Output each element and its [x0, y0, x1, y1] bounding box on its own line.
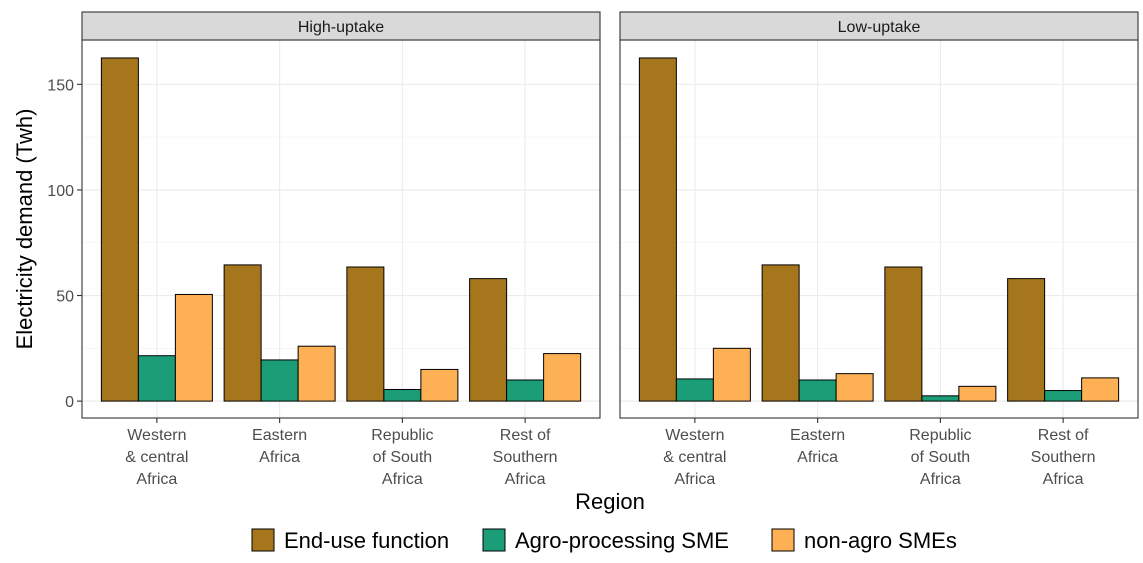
bar: [346, 266, 385, 402]
y-axis-title: Electricity demand (Twh): [12, 109, 37, 350]
x-tick-label: Western & central Africa: [125, 427, 188, 488]
legend-key: [482, 528, 506, 552]
legend-label: Agro-processing SME: [515, 528, 729, 553]
bar: [1081, 377, 1120, 402]
facet-strip: [81, 11, 601, 41]
bar: [921, 395, 960, 402]
x-tick-label: Eastern Africa: [790, 427, 845, 466]
bar: [884, 266, 923, 402]
facet-strip: [619, 11, 1139, 41]
x-tick-label: Western & central Africa: [663, 427, 726, 488]
panel-background: [82, 40, 600, 418]
bar: [638, 57, 677, 402]
x-tick-label: Rest of Southern Africa: [1031, 427, 1096, 488]
bar: [100, 57, 139, 402]
x-tick-label: Republic of South Africa: [909, 427, 971, 488]
x-tick-label: Eastern Africa: [252, 427, 307, 466]
bar: [835, 373, 874, 402]
bar: [1044, 390, 1083, 402]
y-tick-label: 0: [65, 394, 74, 411]
bar: [712, 347, 751, 402]
bar: [420, 368, 459, 402]
bar: [543, 353, 582, 402]
bar: [174, 293, 213, 402]
legend-label: End-use function: [284, 528, 449, 553]
bar: [297, 345, 336, 402]
bar: [675, 378, 714, 402]
x-axis-title: Region: [575, 489, 645, 514]
bar: [469, 278, 508, 402]
bar: [383, 388, 422, 402]
bar: [798, 379, 837, 402]
bar: [761, 264, 800, 402]
bar: [958, 385, 997, 402]
bar: [137, 355, 176, 402]
facet-title: Low-uptake: [838, 19, 921, 36]
y-tick-label: 100: [47, 183, 74, 200]
facet-title: High-uptake: [298, 19, 384, 36]
bar: [506, 379, 545, 402]
y-tick-label: 150: [47, 77, 74, 94]
bar: [223, 264, 262, 402]
bar: [260, 359, 299, 402]
y-tick-label: 50: [56, 289, 74, 306]
x-tick-label: Republic of South Africa: [371, 427, 433, 488]
bar: [1007, 278, 1046, 402]
panel-background: [620, 40, 1138, 418]
legend-key: [251, 528, 275, 552]
x-tick-label: Rest of Southern Africa: [493, 427, 558, 488]
legend-label: non-agro SMEs: [804, 528, 957, 553]
legend-key: [771, 528, 795, 552]
